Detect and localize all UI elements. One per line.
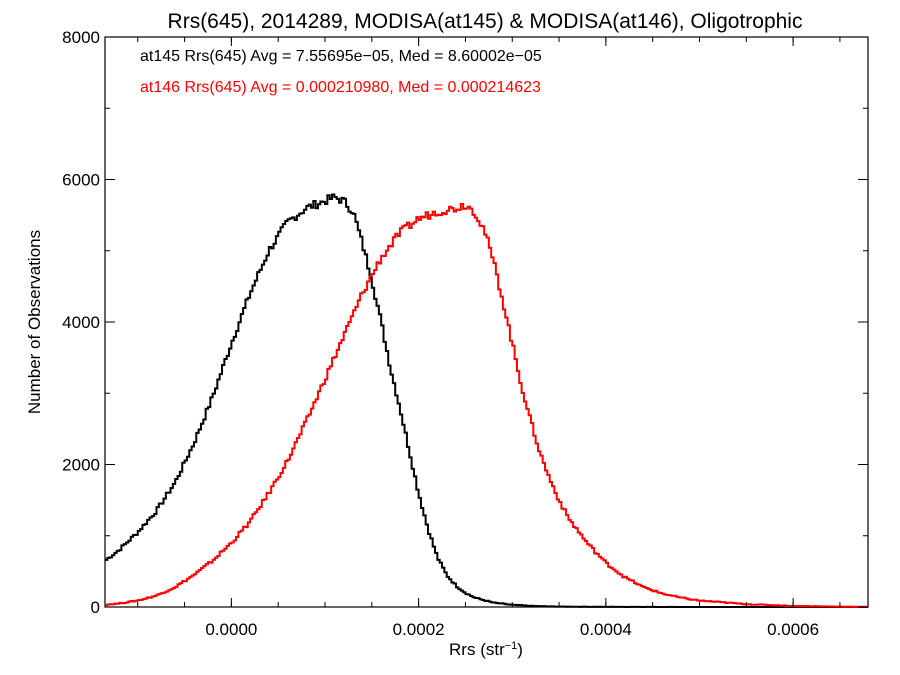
y-axis-label: Number of Observations xyxy=(25,230,44,414)
y-tick-label: 8000 xyxy=(62,28,100,47)
annotations: at145 Rrs(645) Avg = 7.55695e−05, Med = … xyxy=(140,48,542,96)
x-tick-label: 0.0006 xyxy=(767,620,819,639)
x-axis-label: Rrs (str−1) xyxy=(449,640,523,659)
x-axis-label-close: ) xyxy=(517,640,523,659)
x-tick-label: 0.0004 xyxy=(580,620,632,639)
y-tick-label: 0 xyxy=(91,598,100,617)
series-at145-histogram xyxy=(105,193,868,608)
annotation-at146: at146 Rrs(645) Avg = 0.000210980, Med = … xyxy=(140,79,541,96)
series-at146-histogram xyxy=(105,203,868,608)
annotation-at145: at145 Rrs(645) Avg = 7.55695e−05, Med = … xyxy=(140,48,542,65)
x-axis-label-main: Rrs (str xyxy=(449,640,505,659)
chart-title: Rrs(645), 2014289, MODISA(at145) & MODIS… xyxy=(168,10,803,33)
plot-frame xyxy=(104,36,869,608)
ticks-group: 0.0000 0.0002 0.0004 0.0006 0 2000 4000 6000 800… xyxy=(62,28,868,639)
plot-area: 0.0000 0.0002 0.0004 0.0006 0 2000 4000 6000 800… xyxy=(62,28,869,639)
x-tick-label: 0.0002 xyxy=(393,620,445,639)
x-axis-label-superscript: −1 xyxy=(505,640,518,652)
y-tick-label: 4000 xyxy=(62,313,100,332)
x-tick-label: 0.0000 xyxy=(205,620,257,639)
series-group xyxy=(105,193,868,608)
y-tick-label: 2000 xyxy=(62,456,100,475)
y-tick-label: 6000 xyxy=(62,171,100,190)
